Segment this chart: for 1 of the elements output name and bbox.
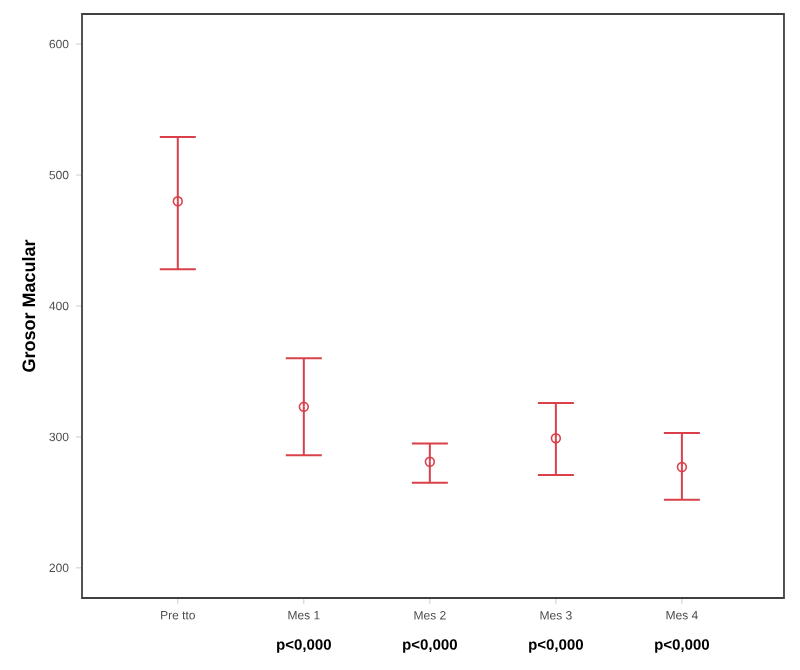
y-axis-title: Grosor Macular [21,239,36,372]
